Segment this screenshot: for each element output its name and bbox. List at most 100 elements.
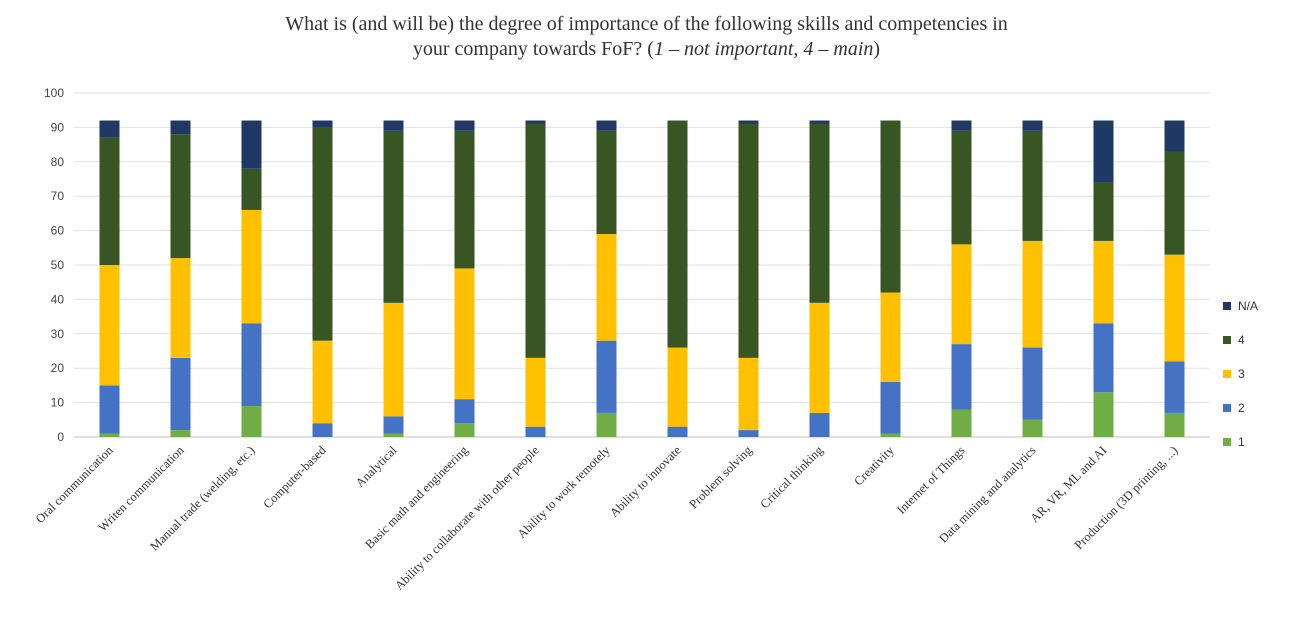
bar-stack (880, 120, 901, 437)
bar-segment-4 (809, 123, 830, 303)
bar-segment-n-a (1022, 120, 1043, 131)
bar-segment-1 (1022, 419, 1043, 437)
y-tick-label: 10 (51, 396, 65, 410)
bar-segment-1 (383, 433, 404, 437)
bar-stack (454, 120, 475, 437)
bar-segment-2 (454, 399, 475, 424)
bar-segment-2 (241, 323, 262, 407)
chart-title-line-2: your company towards FoF? (1 – not impor… (0, 37, 1293, 62)
bar-stack (1022, 120, 1043, 437)
x-category-label: Analytical (353, 443, 400, 490)
bar-segment-2 (880, 381, 901, 434)
y-tick-label: 70 (51, 189, 65, 203)
y-tick-label: 50 (51, 258, 65, 272)
bar-segment-n-a (1164, 120, 1185, 152)
legend-label: 1 (1238, 435, 1245, 449)
bar-segment-4 (525, 123, 546, 358)
bar-segment-2 (596, 340, 617, 413)
bar-stack (738, 120, 759, 437)
bar-segment-3 (1164, 254, 1185, 362)
bar-segment-1 (880, 433, 901, 437)
bar-segment-3 (880, 292, 901, 382)
bar-stack (667, 120, 688, 437)
bar-segment-1 (1093, 392, 1114, 437)
bar-stack (809, 120, 830, 437)
bar-segment-n-a (312, 120, 333, 128)
bar-segment-3 (809, 302, 830, 413)
bar-segment-4 (1093, 182, 1114, 241)
gridlines (74, 92, 1210, 438)
bar-segment-n-a (1093, 120, 1114, 183)
bar-stack (170, 120, 191, 437)
x-category-label: Ability to innovate (607, 443, 684, 520)
x-category-label: Computer-based (260, 443, 329, 512)
bar-segment-n-a (951, 120, 972, 131)
bar-segment-4 (99, 137, 120, 265)
bar-segment-n-a (454, 120, 475, 131)
bar-segment-4 (880, 120, 901, 293)
bar-segment-1 (951, 409, 972, 437)
bar-segment-3 (99, 265, 120, 386)
bar-segment-n-a (525, 120, 546, 124)
legend-swatch (1223, 302, 1231, 310)
bar-segment-n-a (809, 120, 830, 124)
bar-segment-2 (1164, 361, 1185, 413)
bar-segment-n-a (596, 120, 617, 131)
bar-segment-2 (1022, 347, 1043, 420)
bar-segment-4 (951, 130, 972, 245)
bar-segment-3 (667, 347, 688, 427)
chart-title-line-1: What is (and will be) the degree of impo… (285, 13, 1008, 35)
bar-segment-3 (454, 268, 475, 400)
bar-segment-n-a (738, 120, 759, 124)
bar-stack (1093, 120, 1114, 437)
legend-swatch (1223, 404, 1231, 412)
bar-segment-4 (454, 130, 475, 269)
bar-segment-4 (1164, 151, 1185, 255)
y-tick-label: 90 (51, 120, 65, 134)
y-tick-label: 80 (51, 155, 65, 169)
bar-segment-4 (738, 123, 759, 358)
bar-segment-2 (525, 426, 546, 437)
bar-segment-2 (170, 357, 191, 431)
legend-item: N/A (1223, 299, 1258, 313)
bar-stack (312, 120, 333, 437)
bar-segment-3 (738, 357, 759, 431)
bar-segment-3 (525, 357, 546, 427)
bar-segment-2 (383, 416, 404, 434)
legend-label: 4 (1238, 333, 1245, 347)
y-tick-label: 40 (51, 292, 65, 306)
bar-segment-4 (596, 130, 617, 235)
y-tick-label: 100 (44, 86, 64, 100)
legend-label: 3 (1238, 367, 1245, 381)
chart-title-scale-note: 1 – not important, 4 – main (653, 38, 874, 60)
bar-segment-1 (170, 430, 191, 437)
bar-segment-1 (454, 423, 475, 437)
y-axis-tick-labels: 0 10 20 30 40 50 60 70 80 90 100 (44, 86, 64, 444)
bar-stack (951, 120, 972, 437)
x-category-label: Ability to collaborate with other people (392, 443, 542, 593)
legend-swatch (1223, 336, 1231, 344)
legend-swatch (1223, 438, 1231, 446)
legend-label: N/A (1238, 299, 1258, 313)
bar-segment-4 (170, 134, 191, 259)
bar-stack (525, 120, 546, 437)
bar-segment-3 (1093, 240, 1114, 324)
y-tick-label: 30 (51, 327, 65, 341)
x-category-label: Creativity (851, 443, 897, 489)
bar-segment-1 (1164, 412, 1185, 437)
chart-title: What is (and will be) the degree of impo… (0, 12, 1293, 62)
bar-segment-4 (1022, 130, 1043, 241)
bar-segment-2 (738, 430, 759, 437)
legend-label: 2 (1238, 401, 1245, 415)
x-category-label: Critical thinking (758, 443, 827, 512)
bar-segment-3 (170, 258, 191, 358)
legend-swatch (1223, 370, 1231, 378)
bar-segment-1 (241, 406, 262, 437)
bar-segment-3 (596, 234, 617, 341)
bar-segment-1 (99, 433, 120, 437)
bars (99, 120, 1185, 437)
x-category-label: Problem solving (687, 443, 756, 512)
bar-segment-4 (241, 168, 262, 210)
